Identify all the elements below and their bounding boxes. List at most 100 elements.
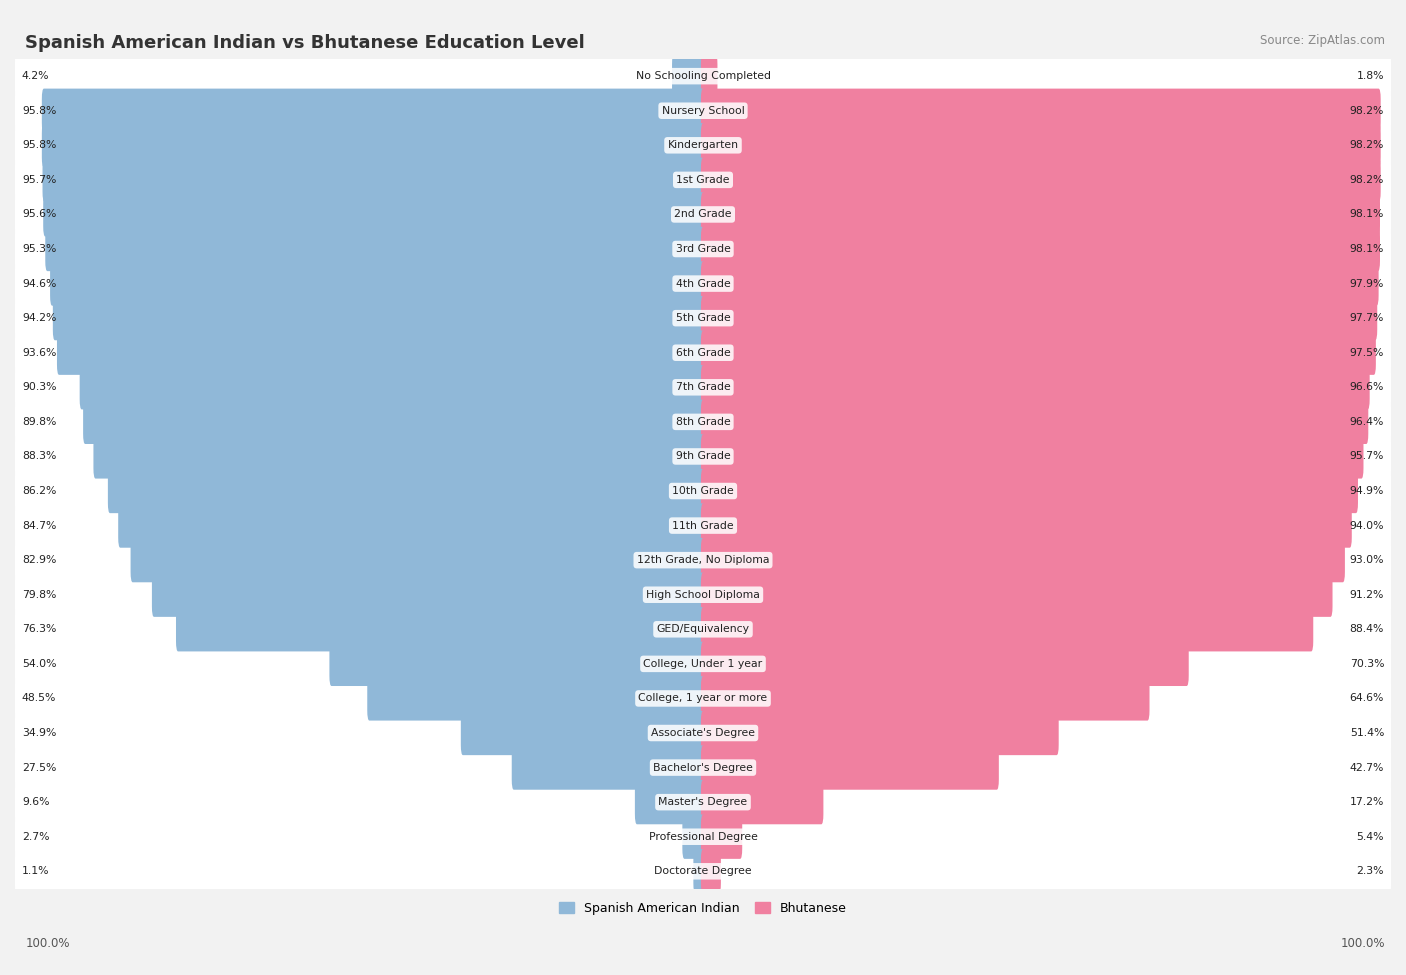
- Text: 34.9%: 34.9%: [22, 728, 56, 738]
- FancyBboxPatch shape: [15, 86, 1391, 136]
- FancyBboxPatch shape: [15, 604, 1391, 654]
- FancyBboxPatch shape: [702, 814, 742, 859]
- FancyBboxPatch shape: [42, 123, 704, 168]
- FancyBboxPatch shape: [15, 52, 1391, 101]
- Text: 4.2%: 4.2%: [22, 71, 49, 81]
- FancyBboxPatch shape: [15, 708, 1391, 758]
- Text: 9th Grade: 9th Grade: [676, 451, 730, 461]
- Text: 48.5%: 48.5%: [22, 693, 56, 703]
- FancyBboxPatch shape: [512, 746, 704, 790]
- FancyBboxPatch shape: [702, 434, 1364, 479]
- Text: 12th Grade, No Diploma: 12th Grade, No Diploma: [637, 555, 769, 566]
- Text: 42.7%: 42.7%: [1350, 762, 1384, 772]
- Text: 95.7%: 95.7%: [1350, 451, 1384, 461]
- FancyBboxPatch shape: [15, 846, 1391, 896]
- Text: Source: ZipAtlas.com: Source: ZipAtlas.com: [1260, 34, 1385, 47]
- FancyBboxPatch shape: [15, 639, 1391, 688]
- FancyBboxPatch shape: [702, 711, 1059, 756]
- FancyBboxPatch shape: [80, 366, 704, 410]
- FancyBboxPatch shape: [15, 466, 1391, 516]
- Text: 90.3%: 90.3%: [22, 382, 56, 392]
- Text: 8th Grade: 8th Grade: [676, 417, 730, 427]
- Text: 98.1%: 98.1%: [1350, 210, 1384, 219]
- Text: 27.5%: 27.5%: [22, 762, 56, 772]
- FancyBboxPatch shape: [15, 328, 1391, 377]
- Text: 2.3%: 2.3%: [1357, 867, 1384, 877]
- FancyBboxPatch shape: [702, 296, 1378, 340]
- FancyBboxPatch shape: [702, 400, 1368, 444]
- Text: 1st Grade: 1st Grade: [676, 175, 730, 185]
- FancyBboxPatch shape: [693, 849, 704, 893]
- Text: 88.4%: 88.4%: [1350, 624, 1384, 635]
- Text: 76.3%: 76.3%: [22, 624, 56, 635]
- Text: Kindergarten: Kindergarten: [668, 140, 738, 150]
- Text: 97.5%: 97.5%: [1350, 348, 1384, 358]
- Text: 100.0%: 100.0%: [25, 937, 70, 951]
- Legend: Spanish American Indian, Bhutanese: Spanish American Indian, Bhutanese: [554, 897, 852, 919]
- Text: 86.2%: 86.2%: [22, 486, 56, 496]
- FancyBboxPatch shape: [702, 469, 1358, 513]
- Text: 1.1%: 1.1%: [22, 867, 49, 877]
- FancyBboxPatch shape: [15, 397, 1391, 447]
- Text: 3rd Grade: 3rd Grade: [675, 244, 731, 254]
- FancyBboxPatch shape: [15, 777, 1391, 827]
- FancyBboxPatch shape: [682, 814, 704, 859]
- Text: 95.7%: 95.7%: [22, 175, 56, 185]
- Text: 98.2%: 98.2%: [1350, 140, 1384, 150]
- FancyBboxPatch shape: [702, 642, 1188, 686]
- Text: 91.2%: 91.2%: [1350, 590, 1384, 600]
- FancyBboxPatch shape: [15, 674, 1391, 723]
- FancyBboxPatch shape: [58, 331, 704, 374]
- FancyBboxPatch shape: [15, 363, 1391, 412]
- FancyBboxPatch shape: [702, 572, 1333, 617]
- Text: 97.9%: 97.9%: [1350, 279, 1384, 289]
- FancyBboxPatch shape: [702, 192, 1381, 237]
- FancyBboxPatch shape: [118, 503, 704, 548]
- Text: 100.0%: 100.0%: [1340, 937, 1385, 951]
- FancyBboxPatch shape: [15, 432, 1391, 482]
- Text: College, 1 year or more: College, 1 year or more: [638, 693, 768, 703]
- FancyBboxPatch shape: [15, 501, 1391, 551]
- FancyBboxPatch shape: [461, 711, 704, 756]
- Text: 4th Grade: 4th Grade: [676, 279, 730, 289]
- FancyBboxPatch shape: [42, 89, 704, 133]
- Text: Doctorate Degree: Doctorate Degree: [654, 867, 752, 877]
- FancyBboxPatch shape: [702, 261, 1379, 306]
- Text: Professional Degree: Professional Degree: [648, 832, 758, 841]
- Text: 6th Grade: 6th Grade: [676, 348, 730, 358]
- FancyBboxPatch shape: [15, 812, 1391, 862]
- FancyBboxPatch shape: [176, 607, 704, 651]
- Text: 98.2%: 98.2%: [1350, 175, 1384, 185]
- Text: Bachelor's Degree: Bachelor's Degree: [652, 762, 754, 772]
- Text: GED/Equivalency: GED/Equivalency: [657, 624, 749, 635]
- Text: 82.9%: 82.9%: [22, 555, 56, 566]
- FancyBboxPatch shape: [15, 120, 1391, 171]
- FancyBboxPatch shape: [702, 158, 1381, 202]
- Text: 96.6%: 96.6%: [1350, 382, 1384, 392]
- FancyBboxPatch shape: [702, 849, 721, 893]
- FancyBboxPatch shape: [702, 54, 717, 98]
- FancyBboxPatch shape: [15, 224, 1391, 274]
- Text: 70.3%: 70.3%: [1350, 659, 1384, 669]
- Text: 88.3%: 88.3%: [22, 451, 56, 461]
- Text: 5.4%: 5.4%: [1357, 832, 1384, 841]
- FancyBboxPatch shape: [44, 192, 704, 237]
- FancyBboxPatch shape: [93, 434, 704, 479]
- Text: 64.6%: 64.6%: [1350, 693, 1384, 703]
- Text: Spanish American Indian vs Bhutanese Education Level: Spanish American Indian vs Bhutanese Edu…: [25, 34, 585, 52]
- FancyBboxPatch shape: [329, 642, 704, 686]
- Text: 79.8%: 79.8%: [22, 590, 56, 600]
- FancyBboxPatch shape: [702, 331, 1376, 374]
- Text: Master's Degree: Master's Degree: [658, 798, 748, 807]
- FancyBboxPatch shape: [702, 89, 1381, 133]
- FancyBboxPatch shape: [367, 677, 704, 721]
- Text: Nursery School: Nursery School: [662, 105, 744, 116]
- Text: 1.8%: 1.8%: [1357, 71, 1384, 81]
- FancyBboxPatch shape: [53, 296, 704, 340]
- FancyBboxPatch shape: [15, 189, 1391, 239]
- FancyBboxPatch shape: [636, 780, 704, 824]
- Text: 94.6%: 94.6%: [22, 279, 56, 289]
- FancyBboxPatch shape: [702, 538, 1346, 582]
- Text: College, Under 1 year: College, Under 1 year: [644, 659, 762, 669]
- Text: 2.7%: 2.7%: [22, 832, 49, 841]
